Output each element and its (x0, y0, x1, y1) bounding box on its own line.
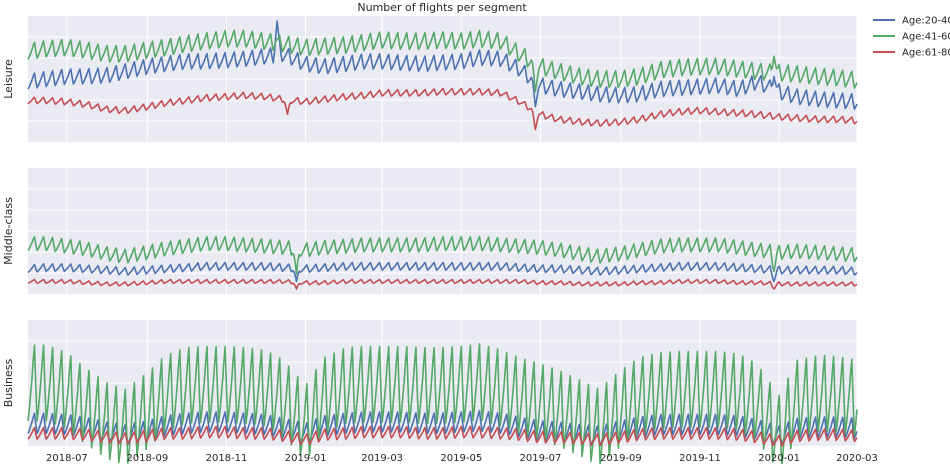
series-line-age-20-40 (27, 20, 858, 110)
x-tick-label: 2018-09 (126, 453, 168, 464)
x-tick-label: 2019-11 (679, 453, 721, 464)
panel-leisure: Leisure (2, 16, 858, 142)
series-line-age-41-60 (27, 343, 858, 464)
x-tick-label: 2019-01 (285, 453, 327, 464)
series-line-age-61-80 (27, 87, 858, 131)
x-tick-label: 2020-01 (758, 453, 800, 464)
series-line-age-61-80 (27, 425, 858, 447)
chart-title: Number of flights per segment (357, 1, 527, 14)
y-axis-label: Leisure (2, 59, 15, 99)
legend-label: Age:20-40 (902, 16, 950, 27)
series-line-age-20-40 (27, 261, 858, 283)
x-tick-label: 2019-07 (520, 453, 562, 464)
series-line-age-61-80 (27, 278, 858, 290)
series-line-age-41-60 (27, 29, 858, 93)
y-axis-label: Middle-class (2, 197, 15, 265)
panel-business: Business (2, 320, 858, 464)
x-tick-label: 2018-07 (46, 453, 88, 464)
x-tick-label: 2019-03 (361, 453, 403, 464)
panel-middle-class: Middle-class (2, 168, 858, 294)
series-line-age-41-60 (27, 235, 858, 275)
x-tick-label: 2018-11 (206, 453, 248, 464)
x-tick-label: 2019-05 (440, 453, 482, 464)
y-axis-label: Business (2, 358, 15, 407)
legend-label: Age:41-60 (902, 32, 950, 43)
legend-label: Age:61-80 (902, 48, 950, 59)
series-line-age-20-40 (27, 409, 858, 447)
legend: Age:20-40 Age:41-60 Age:61-80 (873, 16, 950, 59)
x-tick-label: 2020-03 (836, 453, 878, 464)
x-tick-label: 2019-09 (600, 453, 642, 464)
